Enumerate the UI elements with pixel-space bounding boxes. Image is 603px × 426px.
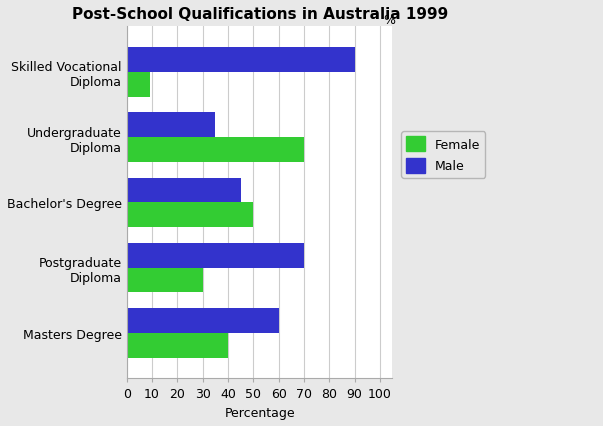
Bar [127,268,203,293]
Bar [127,203,253,227]
Bar [127,138,304,163]
Bar [127,243,304,268]
Bar [127,178,241,203]
Bar [127,73,150,98]
Text: %: % [384,14,396,27]
Bar [127,333,228,358]
X-axis label: Percentage: Percentage [224,406,295,419]
Bar [127,48,355,73]
Bar [127,308,279,333]
Legend: Female, Male: Female, Male [402,132,485,178]
Title: Post-School Qualifications in Australia 1999: Post-School Qualifications in Australia … [72,7,448,22]
Bar [127,113,215,138]
